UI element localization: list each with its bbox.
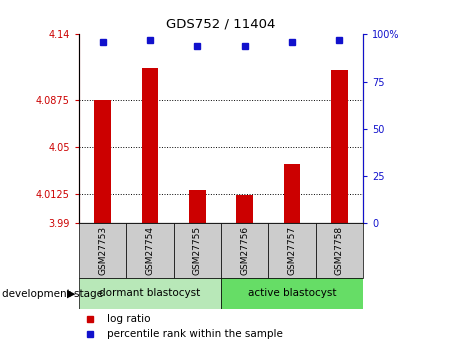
- Bar: [79, 223, 126, 278]
- Text: GSM27757: GSM27757: [288, 226, 296, 275]
- Bar: [268, 223, 316, 278]
- Text: GSM27758: GSM27758: [335, 226, 344, 275]
- Text: GSM27755: GSM27755: [193, 226, 202, 275]
- Bar: [316, 223, 363, 278]
- Text: dormant blastocyst: dormant blastocyst: [99, 288, 201, 298]
- Text: log ratio: log ratio: [107, 314, 151, 324]
- Text: GSM27754: GSM27754: [146, 226, 154, 275]
- Text: GSM27753: GSM27753: [98, 226, 107, 275]
- Bar: [126, 223, 174, 278]
- Title: GDS752 / 11404: GDS752 / 11404: [166, 18, 276, 31]
- Text: ▶: ▶: [67, 289, 75, 299]
- Text: GSM27756: GSM27756: [240, 226, 249, 275]
- Bar: [221, 278, 363, 309]
- Bar: [221, 223, 268, 278]
- Text: development stage: development stage: [2, 289, 103, 299]
- Bar: [174, 223, 221, 278]
- Bar: [189, 190, 206, 223]
- Bar: [79, 278, 221, 309]
- Bar: [236, 195, 253, 223]
- Text: percentile rank within the sample: percentile rank within the sample: [107, 329, 283, 339]
- Bar: [94, 100, 111, 223]
- Bar: [142, 68, 158, 223]
- Bar: [331, 70, 348, 223]
- Bar: [284, 164, 300, 223]
- Text: active blastocyst: active blastocyst: [248, 288, 336, 298]
